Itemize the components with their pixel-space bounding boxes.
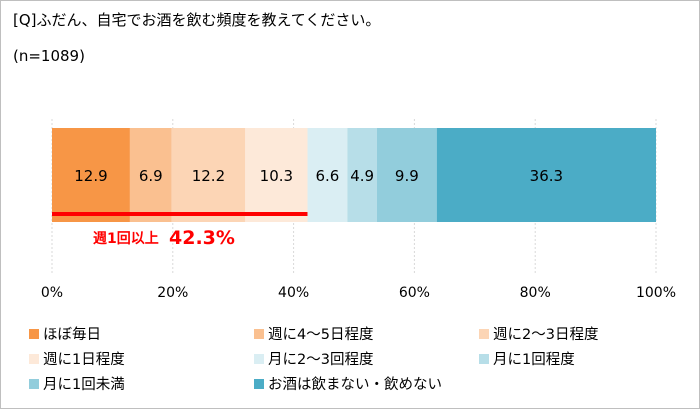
legend-label: 週に1日程度 xyxy=(43,352,125,368)
bar-segment xyxy=(129,128,172,222)
legend-label: 月に1回未満 xyxy=(43,377,125,393)
legend-item: 週に2～3日程度 xyxy=(479,323,598,344)
bar-segment xyxy=(436,128,656,222)
annotation-value: 42.3% xyxy=(169,227,235,249)
bar-segment xyxy=(245,128,308,222)
chart-title: [Q]ふだん、自宅でお酒を飲む頻度を教えてください。 xyxy=(13,11,381,29)
data-label: 12.2 xyxy=(192,167,225,185)
legend-swatch xyxy=(29,353,39,364)
legend-item: ほぼ毎日 xyxy=(29,323,101,344)
bar-segment xyxy=(347,128,377,222)
sample-size: (n=1089) xyxy=(13,47,85,65)
legend-item: 週に1日程度 xyxy=(29,348,125,369)
legend-item: お酒は飲まない・飲めない xyxy=(254,373,442,394)
x-tick-label: 20% xyxy=(157,285,188,301)
data-label: 10.3 xyxy=(260,167,293,185)
data-label: 4.9 xyxy=(350,167,374,185)
legend-label: ほぼ毎日 xyxy=(43,327,101,343)
legend-swatch xyxy=(479,353,489,364)
plot-area: 0% 20% 40% 60% 80% 100% 12.9 6.9 12.2 10.3 6.6 4.9 9… xyxy=(41,119,676,301)
x-tick-label: 0% xyxy=(41,285,63,301)
bar-segment xyxy=(52,128,130,222)
data-label: 36.3 xyxy=(530,167,563,185)
x-tick-label: 80% xyxy=(520,285,551,301)
x-tick-label: 40% xyxy=(278,285,309,301)
bar-segment xyxy=(307,128,348,222)
legend-item: 月に1回未満 xyxy=(29,373,125,394)
legend-swatch xyxy=(29,328,39,339)
data-label: 6.9 xyxy=(139,167,163,185)
legend-swatch xyxy=(254,378,264,389)
legend-swatch xyxy=(29,378,39,389)
legend-item: 週に4～5日程度 xyxy=(254,323,373,344)
legend-label: お酒は飲まない・飲めない xyxy=(268,377,442,393)
x-tick-label: 100% xyxy=(636,285,676,301)
legend-swatch xyxy=(479,328,489,339)
data-label: 6.6 xyxy=(315,167,339,185)
legend-item: 月に2～3回程度 xyxy=(254,348,373,369)
data-label: 9.9 xyxy=(395,167,419,185)
legend-label: 週に4～5日程度 xyxy=(268,327,374,343)
legend-label: 月に2～3回程度 xyxy=(268,352,374,368)
legend-swatch xyxy=(254,328,264,339)
bar-segment xyxy=(171,128,246,222)
legend-label: 週に2～3日程度 xyxy=(493,327,599,343)
legend-item: 月に1回程度 xyxy=(479,348,575,369)
data-label: 12.9 xyxy=(74,167,107,185)
legend-swatch xyxy=(254,353,264,364)
legend-label: 月に1回程度 xyxy=(493,352,575,368)
bar-segment xyxy=(376,128,437,222)
annotation-label: 週1回以上 xyxy=(93,231,159,247)
x-tick-label: 60% xyxy=(399,285,430,301)
